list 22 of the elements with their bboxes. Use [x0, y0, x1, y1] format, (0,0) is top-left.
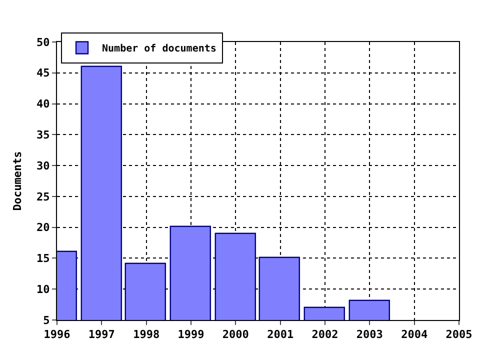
x-tick-label: 2002 — [312, 328, 338, 342]
x-tick-label: 2001 — [267, 328, 294, 342]
y-tick-label: 35 — [36, 128, 50, 142]
x-tick-label: 1999 — [178, 328, 204, 342]
y-tick-label: 15 — [36, 252, 50, 266]
y-tick-label: 25 — [36, 190, 50, 204]
legend-label: Number of documents — [102, 44, 216, 55]
x-tick-label: 2004 — [401, 328, 428, 342]
y-tick-label: 45 — [36, 66, 50, 80]
y-tick-label: 10 — [36, 282, 50, 296]
y-tick-label: 50 — [36, 36, 50, 49]
x-tick-label: 1997 — [88, 328, 115, 342]
x-tick-label: 2003 — [356, 328, 383, 342]
x-tick-label: 1996 — [44, 328, 71, 342]
y-axis-title: Documents — [11, 151, 24, 211]
y-tick-label: 30 — [36, 159, 50, 172]
y-tick-label: 40 — [36, 98, 50, 111]
y-tick-label: 5 — [43, 314, 50, 327]
y-tick-label: 20 — [36, 221, 50, 234]
x-tick-label: 2000 — [222, 328, 249, 342]
x-tick-label: 2005 — [446, 328, 472, 342]
x-tick-label: 1998 — [133, 328, 160, 342]
